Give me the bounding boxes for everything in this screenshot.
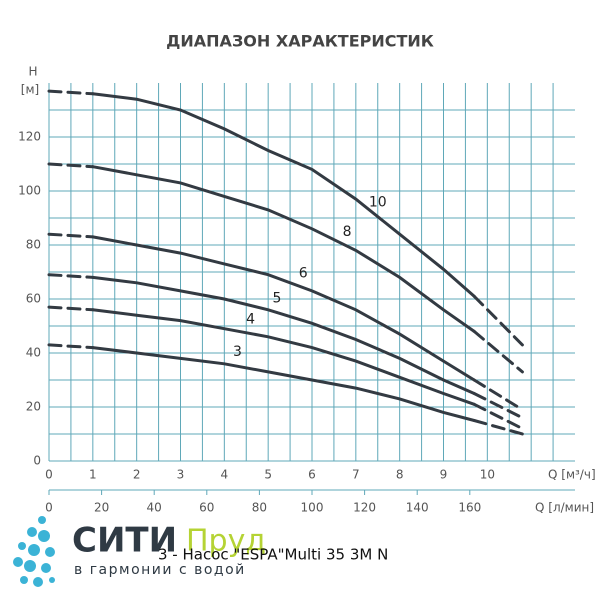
x-tick-label: 9: [440, 468, 448, 482]
x2-tick-label: 140: [406, 501, 429, 515]
x2-tick-label: 80: [252, 501, 267, 515]
x-tick-label: 0: [45, 468, 53, 482]
logo-name-accent: Пруд: [186, 524, 266, 559]
curve: [91, 275, 476, 395]
y-tick-label: 40: [26, 346, 41, 360]
logo-name: СИТИ: [72, 521, 177, 561]
x2-tick-label: 160: [458, 501, 481, 515]
curve-dashed: [47, 305, 95, 312]
curve-label: 8: [343, 224, 352, 240]
x-tick-label: 3: [177, 468, 185, 482]
x-tick-label: 8: [396, 468, 404, 482]
y-tick-label: 80: [26, 238, 41, 252]
chart-title: ДИАПАЗОН ХАРАКТЕРИСТИК: [166, 32, 434, 51]
curve-dashed: [472, 378, 524, 412]
curve-dashed: [472, 419, 524, 436]
y-tick-label: 60: [26, 292, 41, 306]
curve-dashed: [47, 89, 95, 96]
x2-tick-label: 20: [94, 501, 109, 515]
y-tick-label: 20: [26, 400, 41, 414]
x-tick-label: 5: [264, 468, 272, 482]
curve: [91, 92, 476, 298]
y-tick-label: 100: [18, 184, 41, 198]
curve-dashed: [472, 329, 524, 374]
x-tick-label: 7: [352, 468, 360, 482]
x-tick-label: 4: [221, 468, 229, 482]
y-tick-label: 120: [18, 130, 41, 144]
x-tick-label: 10: [480, 468, 495, 482]
curve-label: 4: [246, 312, 255, 328]
curve: [91, 308, 476, 406]
curve: [91, 346, 476, 422]
y-axis-unit: [м]: [21, 83, 39, 97]
curve-dashed: [47, 343, 95, 350]
curve-dashed: [472, 402, 524, 431]
y-tick-label: 0: [33, 454, 41, 468]
caption: 3 - Насос "ESPA"Multi 35 3M N: [158, 546, 388, 564]
y-axis-label: H: [28, 65, 37, 79]
curve-label: 10: [369, 195, 387, 211]
logo-slogan: в гармонии с водой: [74, 562, 246, 578]
x2-tick-label: 100: [301, 501, 324, 515]
curve-label: 3: [233, 344, 242, 360]
x2-tick-label: 60: [199, 501, 214, 515]
curve-dashed: [47, 162, 95, 169]
curve-dashed: [472, 294, 524, 347]
x-tick-label: 2: [133, 468, 141, 482]
curve-dashed: [47, 273, 95, 279]
curve-dashed: [472, 392, 524, 420]
curve-label: 6: [299, 266, 308, 282]
x-tick-label: 6: [308, 468, 316, 482]
x-axis-label: Q [м³/ч]: [548, 468, 596, 482]
curve-label: 5: [272, 291, 281, 307]
curve: [91, 235, 476, 382]
x2-tick-label: 0: [45, 501, 53, 515]
x-tick-label: 1: [89, 468, 97, 482]
x2-axis-label: Q [л/мин]: [535, 501, 594, 515]
x2-tick-label: 120: [353, 501, 376, 515]
logo-icon: [13, 516, 55, 587]
curve: [91, 165, 476, 333]
x2-tick-label: 40: [147, 501, 162, 515]
curve-dashed: [47, 232, 95, 239]
